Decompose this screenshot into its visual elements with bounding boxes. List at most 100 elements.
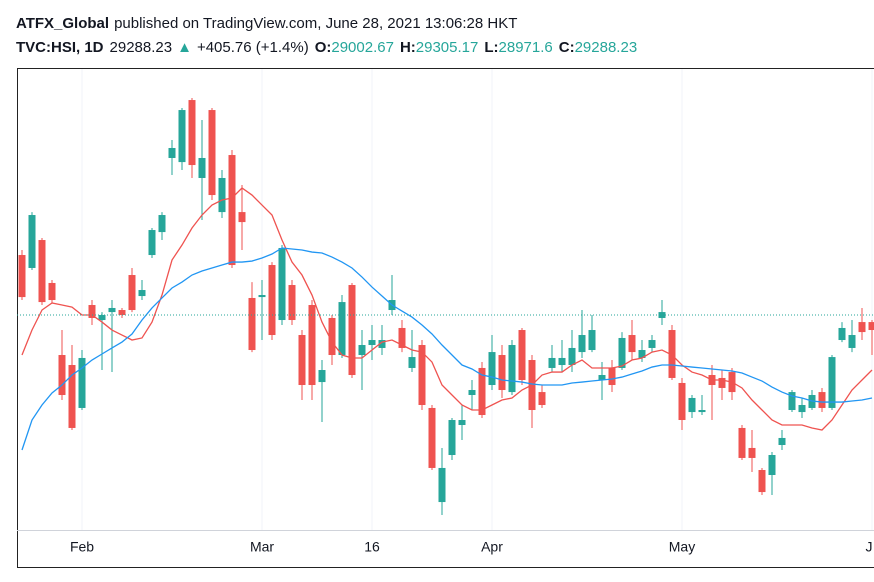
candle-body — [48, 282, 56, 301]
candle-body — [818, 392, 826, 408]
candle-body — [688, 397, 696, 413]
candle-body — [518, 330, 526, 381]
candle-body — [618, 337, 626, 368]
ohlc-value: 29305.17 — [416, 39, 479, 56]
candle-body — [278, 247, 286, 321]
candle-body — [368, 340, 376, 346]
candle-body — [248, 297, 256, 351]
candle-body — [268, 265, 276, 336]
candle-body — [238, 212, 246, 223]
candle-body — [788, 392, 796, 411]
candle-body — [108, 307, 116, 313]
candle-body — [258, 295, 266, 298]
candle-body — [188, 100, 196, 166]
candle-body — [558, 357, 566, 366]
candle-body — [848, 335, 856, 348]
candle-body — [648, 340, 656, 348]
candle-body — [158, 215, 166, 233]
ohlc-label: C: — [559, 39, 575, 56]
candle-body — [538, 392, 546, 406]
ohlc-label: H: — [400, 39, 416, 56]
x-tick-label: Feb — [70, 539, 94, 555]
candle-body — [348, 285, 356, 376]
candle-body — [838, 327, 846, 341]
header-line-2: TVC:HSI, 1D 29288.23 ▲ +405.76 (+1.4%) O:290… — [16, 39, 637, 56]
candle-body — [228, 155, 236, 266]
candle-body — [148, 230, 156, 256]
candle-body — [28, 215, 36, 268]
candle-body — [288, 285, 296, 321]
candle-body — [508, 345, 516, 393]
candle-body — [608, 367, 616, 386]
candle-body — [428, 407, 436, 468]
candle-body — [858, 322, 866, 333]
x-tick-label: Apr — [481, 539, 503, 555]
candle-body — [438, 467, 446, 503]
chart-frame — [17, 68, 874, 568]
header-line-1: ATFX_Global published on TradingView.com,… — [16, 15, 517, 32]
candle-body — [138, 290, 146, 297]
candle-body — [798, 405, 806, 413]
candle-body — [338, 302, 346, 356]
moving-average-line — [21, 247, 873, 451]
candle-body — [598, 375, 606, 381]
candle-body — [758, 470, 766, 493]
ohlc-value: 29288.23 — [575, 39, 638, 56]
author: ATFX_Global — [16, 15, 109, 32]
candle-body — [628, 335, 636, 353]
symbol: TVC:HSI, 1D — [16, 39, 104, 56]
candle-body — [588, 330, 596, 351]
x-tick-label: J — [866, 539, 873, 555]
moving-average-line — [21, 187, 873, 431]
candle-body — [498, 355, 506, 391]
candle-body — [768, 455, 776, 476]
candle-body — [458, 420, 466, 426]
candle-body — [78, 357, 86, 408]
candle-body — [668, 330, 676, 378]
candle-body — [298, 335, 306, 386]
last-price: 29288.23 — [110, 39, 173, 56]
candle-body — [318, 370, 326, 383]
candle-body — [748, 447, 756, 458]
ohlc-value: 29002.67 — [331, 39, 394, 56]
candle-body — [408, 357, 416, 368]
candle-body — [178, 110, 186, 163]
candle-body — [18, 255, 26, 298]
candle-body — [208, 110, 216, 196]
ohlc-value: 28971.6 — [499, 39, 553, 56]
candle-body — [778, 437, 786, 446]
candle-body — [718, 377, 726, 388]
candle-body — [128, 275, 136, 311]
candle-body — [328, 317, 336, 356]
x-tick-label: May — [669, 539, 695, 555]
candle-body — [308, 305, 316, 386]
candle-body — [68, 365, 76, 428]
candle-body — [578, 335, 586, 353]
candle-body — [548, 357, 556, 368]
candle-body — [38, 240, 46, 303]
plot-area: Feb Mar 16 Apr May J — [17, 69, 874, 555]
candle-body — [468, 390, 476, 396]
candle-body — [88, 305, 96, 318]
x-tick-label: 16 — [364, 539, 380, 555]
candle-body — [678, 382, 686, 421]
candle-body — [868, 322, 874, 331]
change: +405.76 (+1.4%) — [197, 39, 309, 56]
published: published on TradingView.com, June 28, 2… — [114, 15, 517, 32]
candle-body — [828, 357, 836, 408]
candle-body — [398, 327, 406, 348]
candle-body — [568, 347, 576, 366]
candle-body — [198, 157, 206, 178]
candle-body — [738, 427, 746, 458]
candle-body — [378, 340, 386, 348]
candle-body — [638, 350, 646, 358]
candle-body — [98, 315, 106, 321]
candle-body — [118, 310, 126, 316]
candle-body — [418, 345, 426, 406]
candle-body — [698, 410, 706, 413]
ohlc-label: O: — [315, 39, 332, 56]
candle-body — [168, 147, 176, 158]
candle-body — [58, 355, 66, 396]
candle-body — [448, 420, 456, 456]
